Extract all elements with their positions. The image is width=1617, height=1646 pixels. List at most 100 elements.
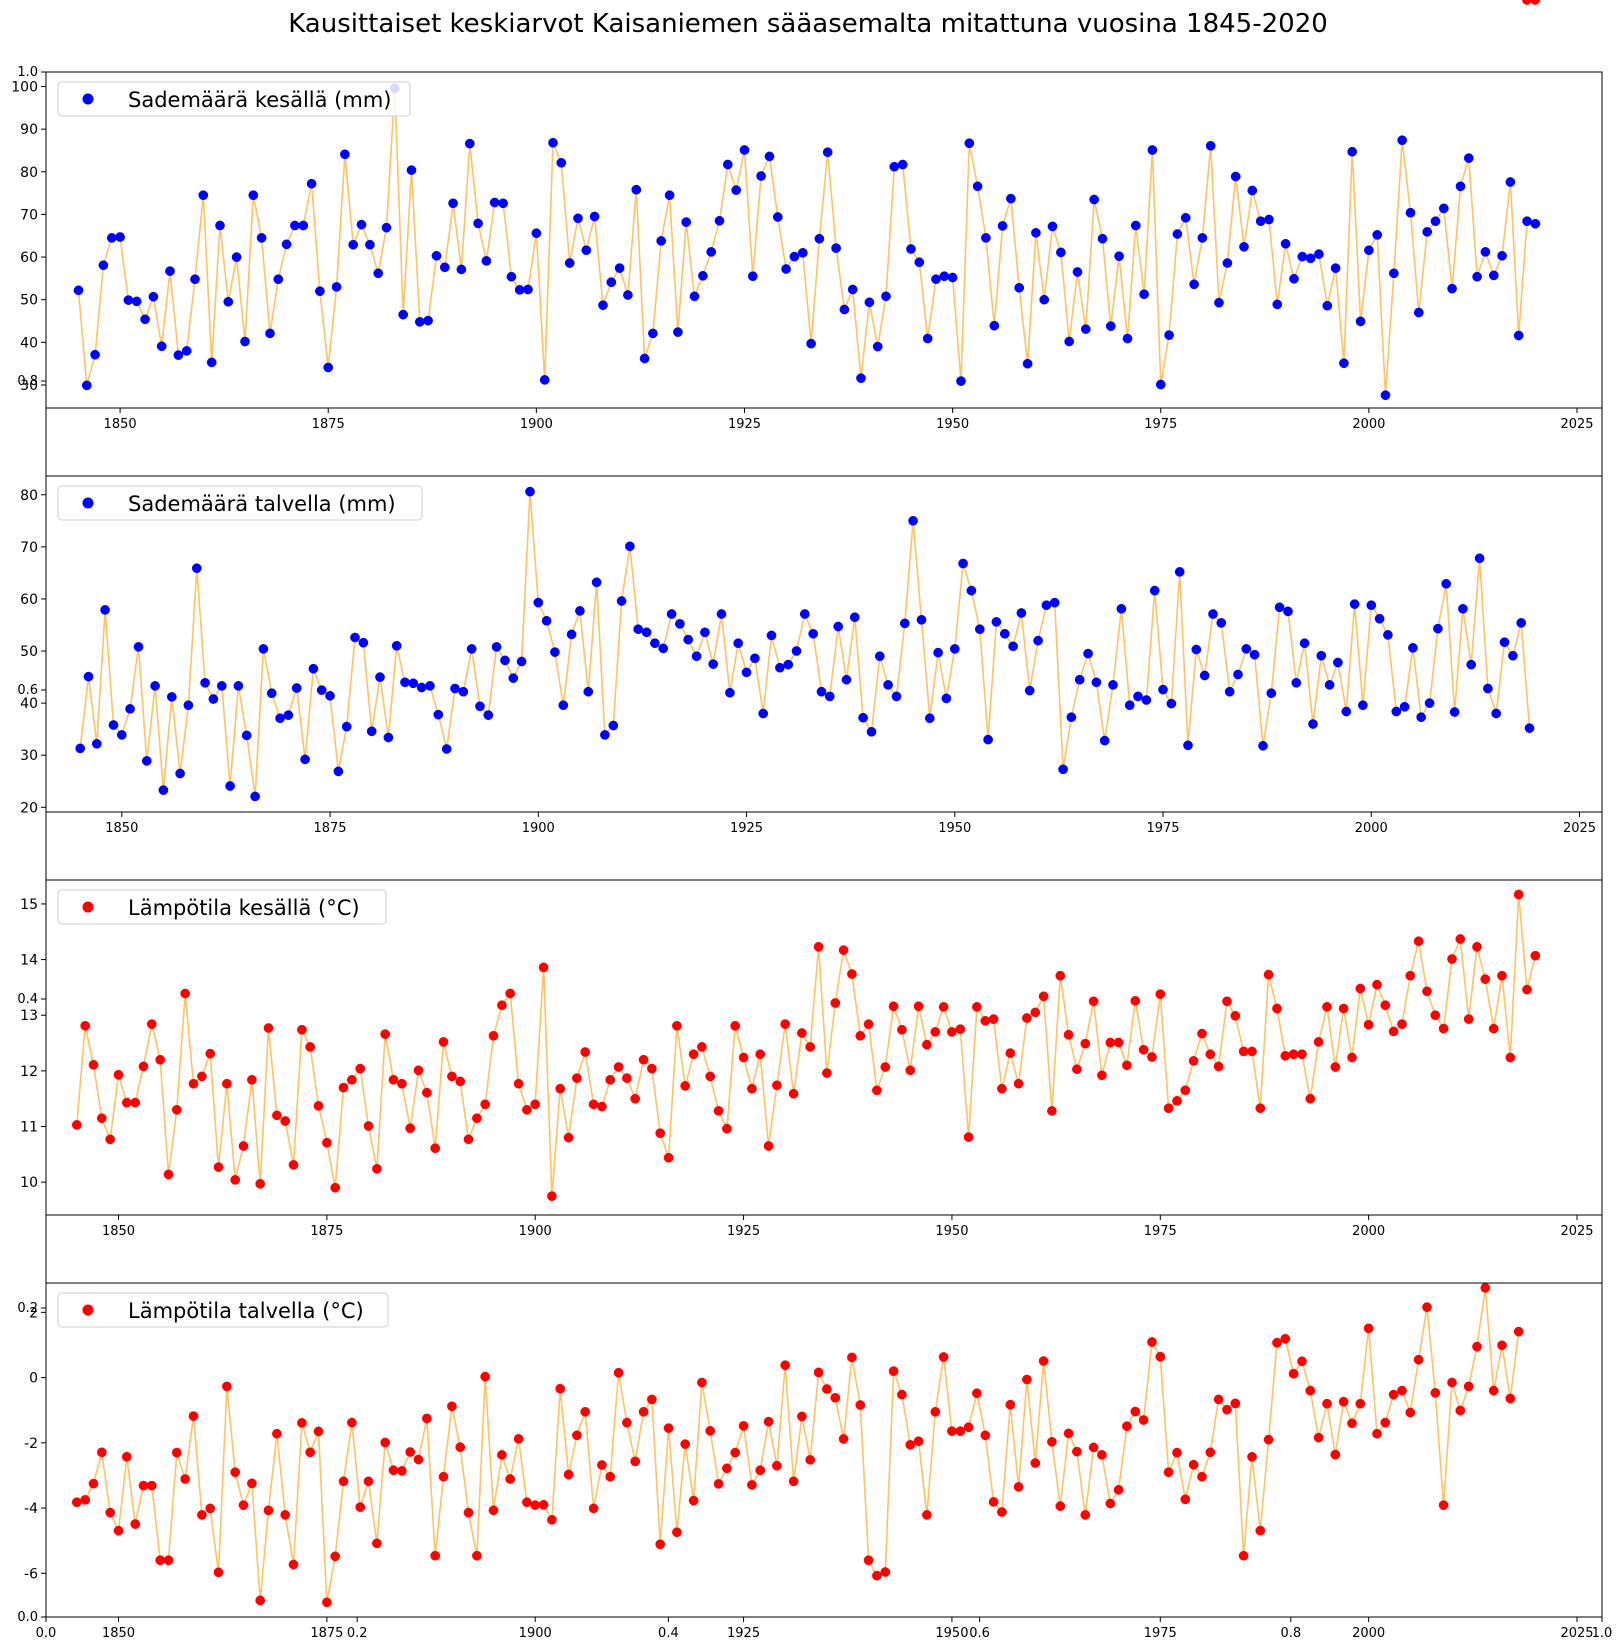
data-point (1063, 1029, 1074, 1040)
data-point (1463, 1381, 1474, 1392)
data-point (138, 1480, 149, 1491)
data-point (400, 677, 410, 688)
data-point (806, 338, 816, 349)
data-point (475, 701, 485, 712)
data-point (513, 1078, 524, 1089)
data-point (989, 320, 1000, 331)
data-point (722, 1123, 732, 1134)
data-point (1405, 970, 1416, 981)
data-point (146, 1480, 157, 1491)
data-point (431, 250, 442, 261)
data-point (891, 691, 902, 702)
data-point (613, 1367, 624, 1378)
data-point (480, 1099, 491, 1110)
data-point (1008, 641, 1018, 652)
data-point (797, 1028, 807, 1038)
data-point (1105, 321, 1116, 331)
data-point (1522, 0, 1532, 5)
panel-summer-temperature: 1850 1875 1900 1925 1950 1975 2000 2025 10 11 12 13… (20, 879, 1603, 1239)
y-tick-label: 15 (20, 897, 38, 913)
data-point (663, 1152, 674, 1163)
data-point (1172, 229, 1183, 239)
data-point (1391, 706, 1402, 717)
data-point (1189, 279, 1199, 290)
data-point (1430, 1388, 1441, 1398)
data-point (338, 1082, 349, 1093)
data-point (140, 314, 150, 325)
data-point (413, 1065, 424, 1076)
data-point (1205, 140, 1216, 151)
data-point (191, 563, 202, 574)
data-point (1149, 585, 1160, 596)
data-point (1289, 273, 1299, 284)
data-point (758, 708, 769, 719)
data-point (1031, 227, 1041, 238)
data-point (466, 644, 477, 654)
x-tick-label: 2025 (1560, 1626, 1593, 1641)
data-point (398, 309, 409, 320)
data-point (472, 1113, 482, 1124)
y-tick-label: 20 (20, 800, 38, 816)
data-point (1039, 294, 1050, 305)
plot-area (46, 880, 1602, 1215)
data-point (313, 1426, 324, 1437)
data-point (305, 1042, 316, 1052)
data-point (1038, 991, 1049, 1002)
x-tick-label: 1875 (313, 821, 346, 836)
data-point (697, 1377, 707, 1388)
data-point (733, 638, 744, 649)
data-point (1316, 650, 1327, 661)
data-point (614, 263, 625, 273)
data-point (1222, 1404, 1232, 1415)
data-point (290, 220, 300, 231)
data-point (805, 1454, 816, 1465)
data-point (1372, 230, 1383, 240)
data-point (1291, 677, 1302, 688)
data-point (1139, 289, 1149, 300)
y-tick-label: 80 (20, 488, 38, 504)
x-tick-label: 1875 (310, 1224, 343, 1239)
legend-marker (82, 1304, 94, 1316)
data-point (847, 969, 857, 979)
data-point (831, 243, 841, 253)
data-point (1372, 1428, 1382, 1439)
data-point (738, 1052, 749, 1063)
data-point (347, 1074, 357, 1085)
data-point (188, 1411, 199, 1421)
data-point (672, 1020, 682, 1031)
data-point (1055, 1501, 1066, 1511)
data-point (291, 683, 302, 693)
data-point (789, 251, 800, 262)
data-point (1480, 1283, 1491, 1293)
data-point (1397, 135, 1408, 146)
data-point (947, 1426, 957, 1436)
data-point (338, 1476, 349, 1487)
background-x-tick-label: 1.0 (1592, 1626, 1613, 1641)
data-point (455, 1076, 466, 1087)
data-point (722, 1463, 732, 1474)
data-point (822, 147, 833, 158)
data-point (838, 1434, 849, 1444)
data-point (1006, 193, 1016, 204)
data-point (813, 941, 824, 952)
legend: Sademäärä talvella (mm) (57, 485, 423, 521)
data-point (225, 781, 235, 791)
data-point (1416, 712, 1427, 723)
x-tick-label: 1975 (1144, 1626, 1177, 1641)
data-point (750, 653, 760, 664)
data-point (298, 220, 309, 231)
data-point (799, 609, 810, 619)
data-point (414, 317, 425, 327)
data-point (588, 1099, 599, 1110)
data-point (106, 233, 117, 243)
data-point (938, 1352, 949, 1362)
data-point (1499, 637, 1510, 648)
data-point (348, 239, 359, 250)
data-point (650, 638, 660, 649)
data-point (230, 1175, 241, 1185)
data-point (538, 1499, 549, 1510)
data-point (313, 1101, 324, 1111)
data-point (1358, 700, 1368, 711)
data-point (488, 1505, 499, 1516)
